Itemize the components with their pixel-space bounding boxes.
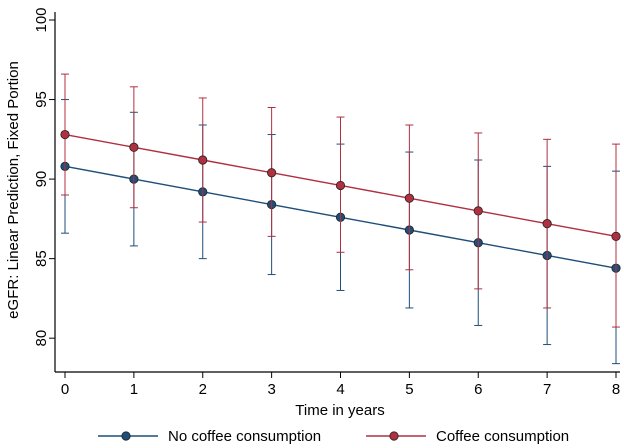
data-point-1-2	[198, 155, 208, 165]
y-axis-label: eGFR: Linear Prediction, Fixed Portion	[5, 61, 22, 319]
axes	[54, 12, 620, 373]
ticks: 80 85 90 95 100 0 1 2 3 4 5 6 7 8	[33, 7, 620, 398]
data-point-1-8	[611, 231, 621, 241]
x-axis-label: Time in years	[295, 402, 384, 419]
y-tick-label-0: 80	[33, 330, 50, 347]
x-tick-label-8: 8	[612, 381, 620, 398]
x-tick-label-4: 4	[336, 381, 344, 398]
data-point-1-0	[60, 129, 70, 140]
data-point-1-4	[335, 180, 346, 191]
legend-marker-1	[389, 431, 399, 441]
x-tick-label-2: 2	[199, 381, 207, 398]
data-point-1-6	[473, 206, 483, 216]
y-tick-label-4: 100	[33, 7, 50, 32]
legend-label-1: Coffee consumption	[436, 428, 569, 445]
legend-marker-0	[121, 431, 131, 441]
y-tick-label-2: 90	[33, 171, 50, 188]
x-tick-label-5: 5	[405, 381, 413, 398]
x-tick-label-6: 6	[474, 381, 482, 398]
y-tick-label-1: 85	[33, 250, 50, 267]
data-point-1-7	[542, 219, 552, 229]
series-1	[60, 73, 621, 328]
x-tick-label-7: 7	[543, 381, 551, 398]
x-tick-label-3: 3	[267, 381, 275, 398]
legend-label-0: No coffee consumption	[168, 428, 321, 445]
y-tick-label-3: 95	[33, 91, 50, 108]
x-tick-label-0: 0	[61, 381, 69, 398]
data-point-1-5	[404, 193, 414, 203]
legend: No coffee consumption Coffee consumption	[98, 428, 569, 445]
data-point-1-3	[267, 168, 277, 178]
data-point-1-1	[129, 142, 139, 152]
x-tick-label-1: 1	[130, 381, 138, 398]
series-layer	[60, 73, 621, 365]
